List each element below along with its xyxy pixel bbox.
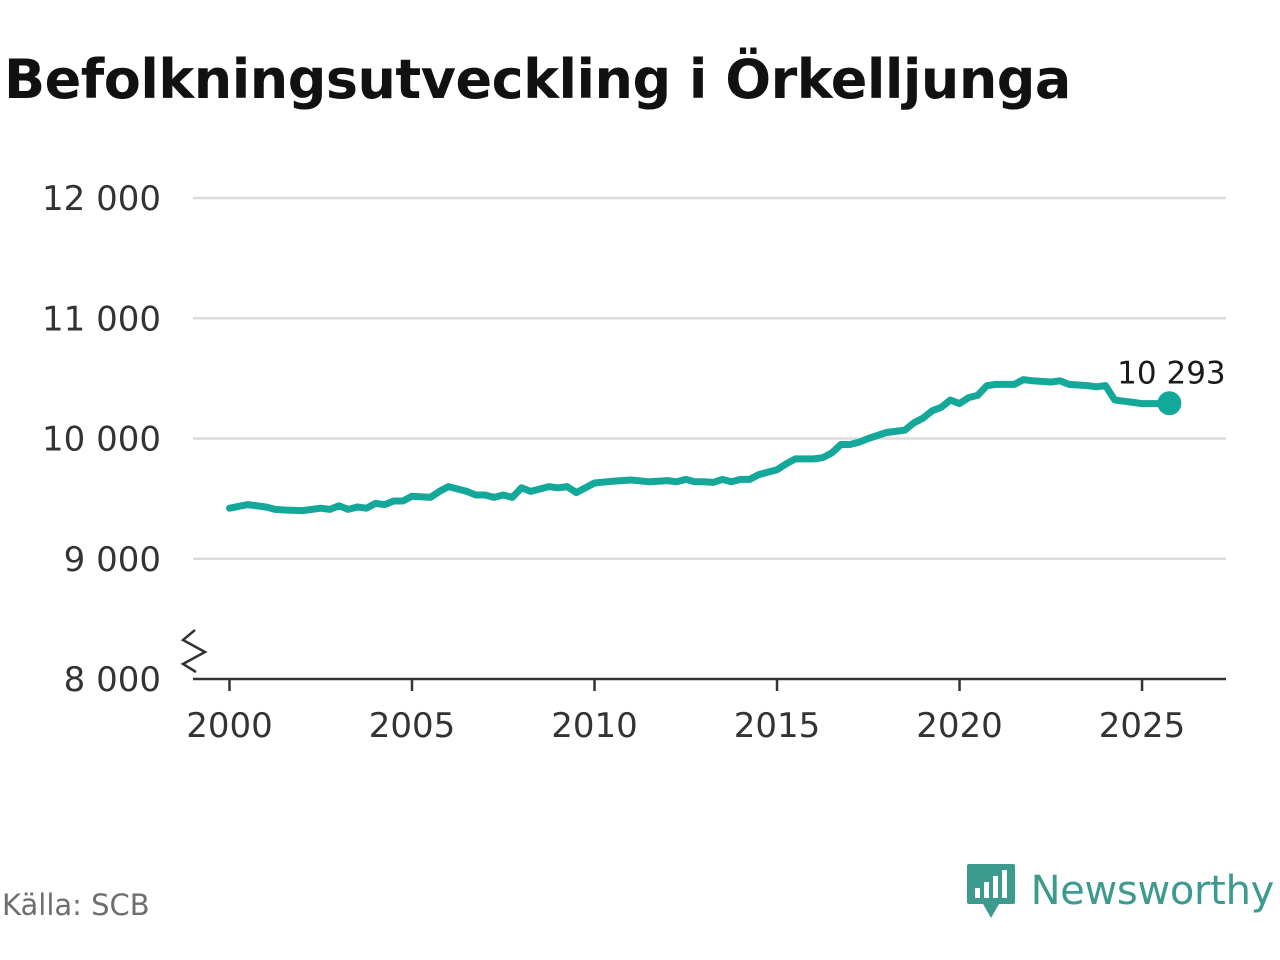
y-tick-label: 11 000 [42, 299, 161, 339]
x-tick-label: 2000 [186, 706, 273, 746]
y-tick-label: 9 000 [64, 540, 161, 580]
x-tick-label: 2015 [734, 706, 821, 746]
x-axis [180, 629, 1226, 691]
grid-lines [193, 196, 1226, 560]
series-layer: 10 293 [226, 355, 1226, 515]
population-series-line [226, 376, 1173, 515]
brand-logo: Newsworthy [965, 862, 1274, 920]
newsworthy-logo-icon [966, 864, 1015, 918]
x-axis-tick-labels: 2000 2005 2010 2015 2020 2025 [186, 706, 1185, 746]
y-axis-tick-labels: 8 000 9 000 10 000 11 000 12 000 [42, 179, 161, 700]
brand-name: Newsworthy [1030, 868, 1275, 914]
axis-break-icon [180, 629, 208, 674]
y-tick-label: 12 000 [42, 179, 161, 219]
y-tick-label: 8 000 [64, 660, 161, 700]
chart-title: Befolkningsutveckling i Örkelljunga [4, 48, 1071, 111]
last-value-label: 10 293 [1117, 355, 1225, 391]
source-label: Källa: SCB [2, 888, 150, 922]
last-value-marker [1157, 391, 1182, 416]
y-tick-label: 10 000 [42, 420, 161, 460]
x-tick-label: 2005 [369, 706, 456, 746]
x-tick-label: 2025 [1099, 706, 1186, 746]
x-tick-label: 2020 [916, 706, 1003, 746]
x-tick-label: 2010 [551, 706, 638, 746]
